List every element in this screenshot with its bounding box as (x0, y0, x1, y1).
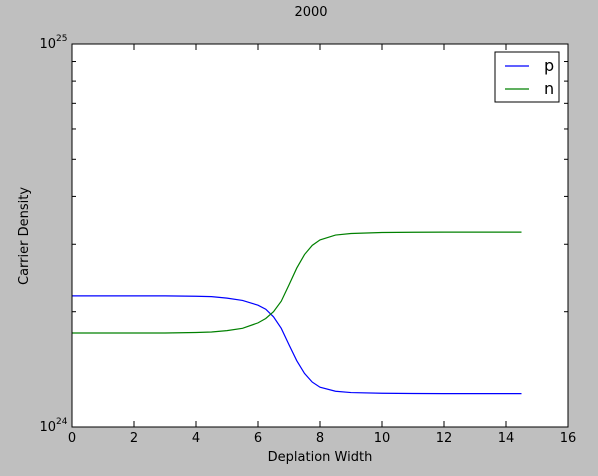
legend: pn (494, 51, 560, 103)
series-line-p (72, 295, 522, 395)
x-tick-label: 12 (436, 431, 453, 446)
y-tick-label-exponent: 24 (56, 417, 68, 427)
x-tick-label: 10 (374, 431, 391, 446)
x-tick-label: 16 (560, 431, 577, 446)
x-tick-label: 0 (68, 431, 76, 446)
legend-label-n: n (544, 79, 554, 98)
y-axis-label: Carrier Density (17, 187, 32, 285)
legend-label-p: p (544, 56, 554, 75)
legend-box (494, 51, 560, 103)
plot-frame (71, 43, 569, 428)
chart-title: 2000 (294, 5, 327, 20)
x-tick-label: 2 (130, 431, 138, 446)
x-tick-label: 4 (192, 431, 200, 446)
series-line-n (72, 231, 522, 334)
y-tick-label: 10 (39, 37, 56, 52)
y-tick-label-exponent: 25 (56, 34, 67, 44)
plot-area (72, 44, 568, 427)
x-axis-label: Deplation Width (268, 450, 373, 465)
y-tick-label: 10 (39, 420, 56, 435)
x-tick-label: 14 (498, 431, 515, 446)
series-lines (72, 231, 522, 395)
x-tick-label: 6 (254, 431, 262, 446)
x-tick-label: 8 (316, 431, 324, 446)
